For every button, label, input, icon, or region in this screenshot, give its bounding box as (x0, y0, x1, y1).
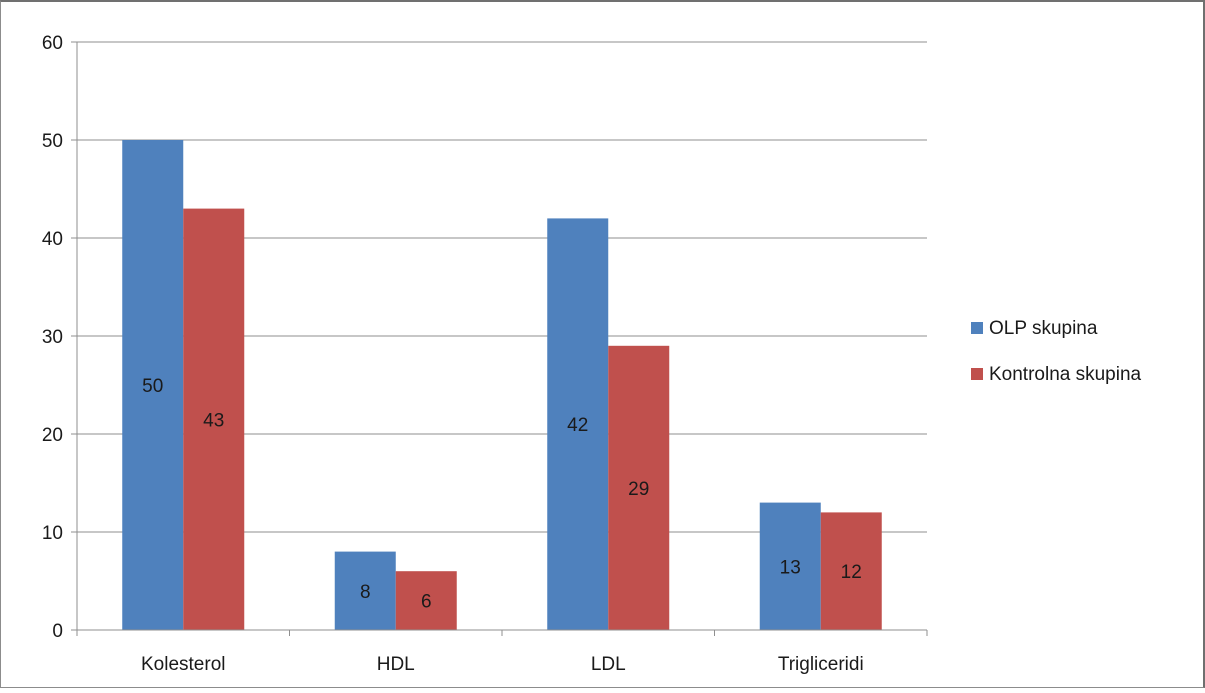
data-label: 8 (360, 582, 371, 603)
data-label: 12 (841, 562, 862, 583)
bar-hdl-series-2 (395, 571, 457, 630)
bar-hdl-series-1 (334, 551, 396, 630)
y-tick-label: 30 (42, 327, 63, 348)
bar-trigliceridi-series-2 (820, 512, 882, 630)
x-tick-label: LDL (591, 654, 626, 675)
data-labels: 50 43 8 6 42 29 13 12 (142, 376, 862, 613)
y-tick-label: 10 (42, 523, 63, 544)
x-tick-label: Trigliceridi (778, 654, 864, 675)
y-tick-label: 50 (42, 131, 63, 152)
data-label: 13 (780, 557, 801, 578)
legend-swatch (971, 368, 983, 380)
axes: 0 10 20 30 40 50 60 Kolesterol HDL LDL Triglicerid… (42, 33, 928, 675)
legend-swatch (971, 322, 983, 334)
data-label: 6 (421, 592, 432, 613)
bar-kolesterol-series-2 (183, 208, 245, 630)
bars (122, 140, 882, 630)
data-label: 29 (628, 479, 649, 500)
x-tick-label: HDL (377, 654, 415, 675)
legend-label: Kontrolna skupina (989, 364, 1142, 385)
y-tick-label: 60 (42, 33, 63, 54)
legend-label: OLP skupina (989, 318, 1098, 339)
bar-ldl-series-2 (608, 345, 670, 630)
legend: OLP skupina Kontrolna skupina (971, 318, 1142, 385)
y-tick-label: 0 (52, 621, 63, 642)
data-label: 42 (567, 415, 588, 436)
bar-trigliceridi-series-1 (759, 502, 821, 630)
y-tick-label: 20 (42, 425, 63, 446)
data-label: 43 (203, 410, 224, 431)
bar-kolesterol-series-1 (122, 140, 184, 630)
x-tick-label: Kolesterol (141, 654, 226, 675)
bar-ldl-series-1 (547, 218, 609, 630)
data-label: 50 (142, 376, 163, 397)
y-tick-label: 40 (42, 229, 63, 250)
